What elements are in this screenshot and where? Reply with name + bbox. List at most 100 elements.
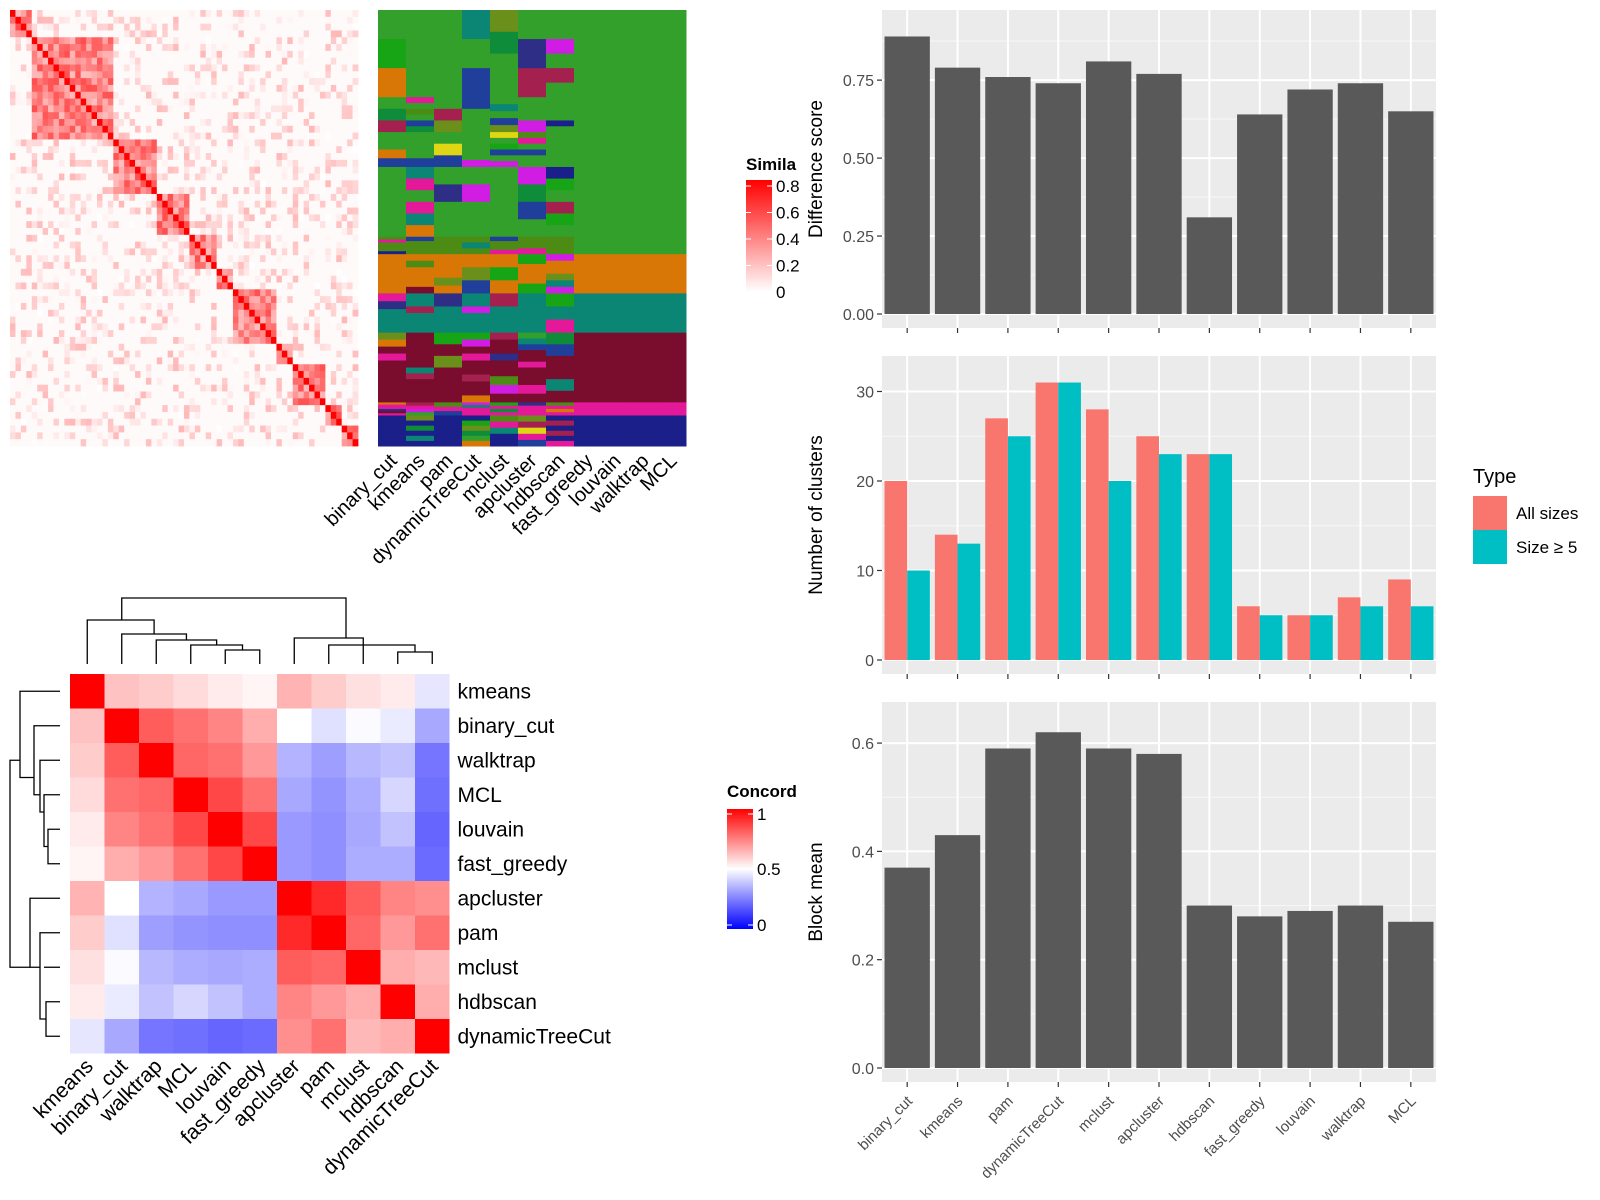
similarity-cell [238, 10, 245, 18]
similarity-cell [265, 146, 272, 154]
similarity-cell [254, 357, 261, 365]
similarity-cell [118, 289, 125, 297]
similarity-cell [352, 241, 359, 249]
similarity-cell [194, 323, 201, 331]
similarity-cell [238, 316, 245, 324]
similarity-cell [140, 371, 147, 379]
similarity-cell [194, 330, 201, 338]
similarity-cell [216, 289, 223, 297]
similarity-cell [347, 78, 353, 86]
similarity-cell [58, 105, 65, 113]
similarity-cell [254, 105, 261, 113]
similarity-cell [102, 337, 109, 345]
similarity-cell [232, 153, 239, 161]
similarity-cell [227, 275, 234, 283]
cluster-assignment-cell [658, 10, 687, 26]
cluster-assignment-cell [574, 213, 603, 238]
similarity-cell [352, 405, 359, 413]
similarity-cell [211, 364, 218, 372]
similarity-cell [194, 139, 201, 147]
similarity-cell [260, 337, 266, 345]
similarity-cell [20, 323, 27, 331]
similarity-cell [194, 180, 201, 188]
similarity-cell [145, 139, 152, 147]
similarity-cell [107, 364, 114, 372]
similarity-cell [118, 228, 125, 236]
similarity-cell [319, 125, 326, 134]
similarity-cell [86, 44, 92, 52]
concordance-cell [415, 708, 450, 743]
similarity-cell [271, 364, 277, 372]
similarity-cell [314, 262, 321, 270]
similarity-cell [140, 282, 147, 290]
similarity-cell [173, 10, 179, 18]
similarity-cell [200, 316, 207, 324]
similarity-cell [42, 16, 49, 25]
similarity-cell [156, 432, 163, 440]
similarity-cell [86, 139, 92, 147]
similarity-cell [227, 343, 234, 352]
similarity-cell [86, 241, 92, 249]
similarity-cell [298, 37, 305, 45]
similarity-cell [140, 350, 147, 358]
similarity-cell [352, 193, 359, 202]
similarity-cell [15, 411, 22, 420]
similarity-cell [91, 193, 98, 202]
dendrogram-branch [29, 897, 60, 968]
similarity-cell [227, 309, 234, 317]
cluster-assignment-cell [574, 139, 603, 147]
concordance-cell [277, 674, 312, 709]
concordance-legend-tick-label: 1 [757, 805, 766, 824]
similarity-cell [53, 302, 60, 311]
similarity-cell [135, 268, 141, 277]
similarity-cell [156, 139, 163, 147]
similarity-cell [276, 193, 283, 202]
similarity-cell [156, 268, 163, 277]
similarity-cell [124, 439, 131, 447]
similarity-cell [265, 125, 272, 134]
similarity-cell [37, 119, 44, 127]
similarity-cell [64, 44, 71, 52]
similarity-cell [194, 112, 201, 120]
similarity-cell [75, 282, 82, 290]
similarity-cell [26, 384, 33, 392]
similarity-cell [167, 228, 174, 236]
similarity-cell [124, 112, 131, 120]
similarity-cell [352, 214, 359, 222]
similarity-cell [216, 275, 223, 283]
cluster-assignment-cell [658, 53, 687, 69]
similarity-cell [48, 112, 54, 120]
similarity-cell [347, 221, 353, 229]
similarity-cell [319, 57, 326, 65]
similarity-cell [167, 302, 174, 311]
similarity-cell [254, 91, 261, 99]
similarity-cell [189, 180, 196, 188]
similarity-cell [325, 16, 332, 25]
similarity-cell [336, 282, 343, 290]
similarity-cell [189, 10, 196, 18]
similarity-cell [10, 166, 16, 174]
similarity-cell [140, 309, 147, 317]
cluster-assignment-cell [602, 105, 631, 116]
similarity-cell [298, 364, 305, 372]
similarity-cell [75, 221, 82, 229]
similarity-cell [254, 50, 261, 59]
similarity-cell [341, 302, 348, 311]
similarity-cell [298, 207, 305, 215]
similarity-cell [107, 50, 114, 59]
similarity-cell [31, 10, 38, 18]
cluster-assignment-cell [602, 267, 631, 275]
similarity-cell [330, 439, 337, 447]
similarity-cell [64, 139, 71, 147]
cluster-assignment-cell [378, 332, 407, 341]
similarity-cell [167, 98, 174, 106]
similarity-cell [319, 343, 326, 352]
cluster-assignment-cell [434, 390, 463, 403]
similarity-cell [222, 132, 228, 140]
similarity-cell [271, 343, 277, 352]
similarity-cell [287, 275, 294, 283]
similarity-cell [53, 241, 60, 249]
similarity-cell [189, 241, 196, 249]
similarity-cell [97, 309, 103, 317]
similarity-cell [53, 398, 60, 406]
